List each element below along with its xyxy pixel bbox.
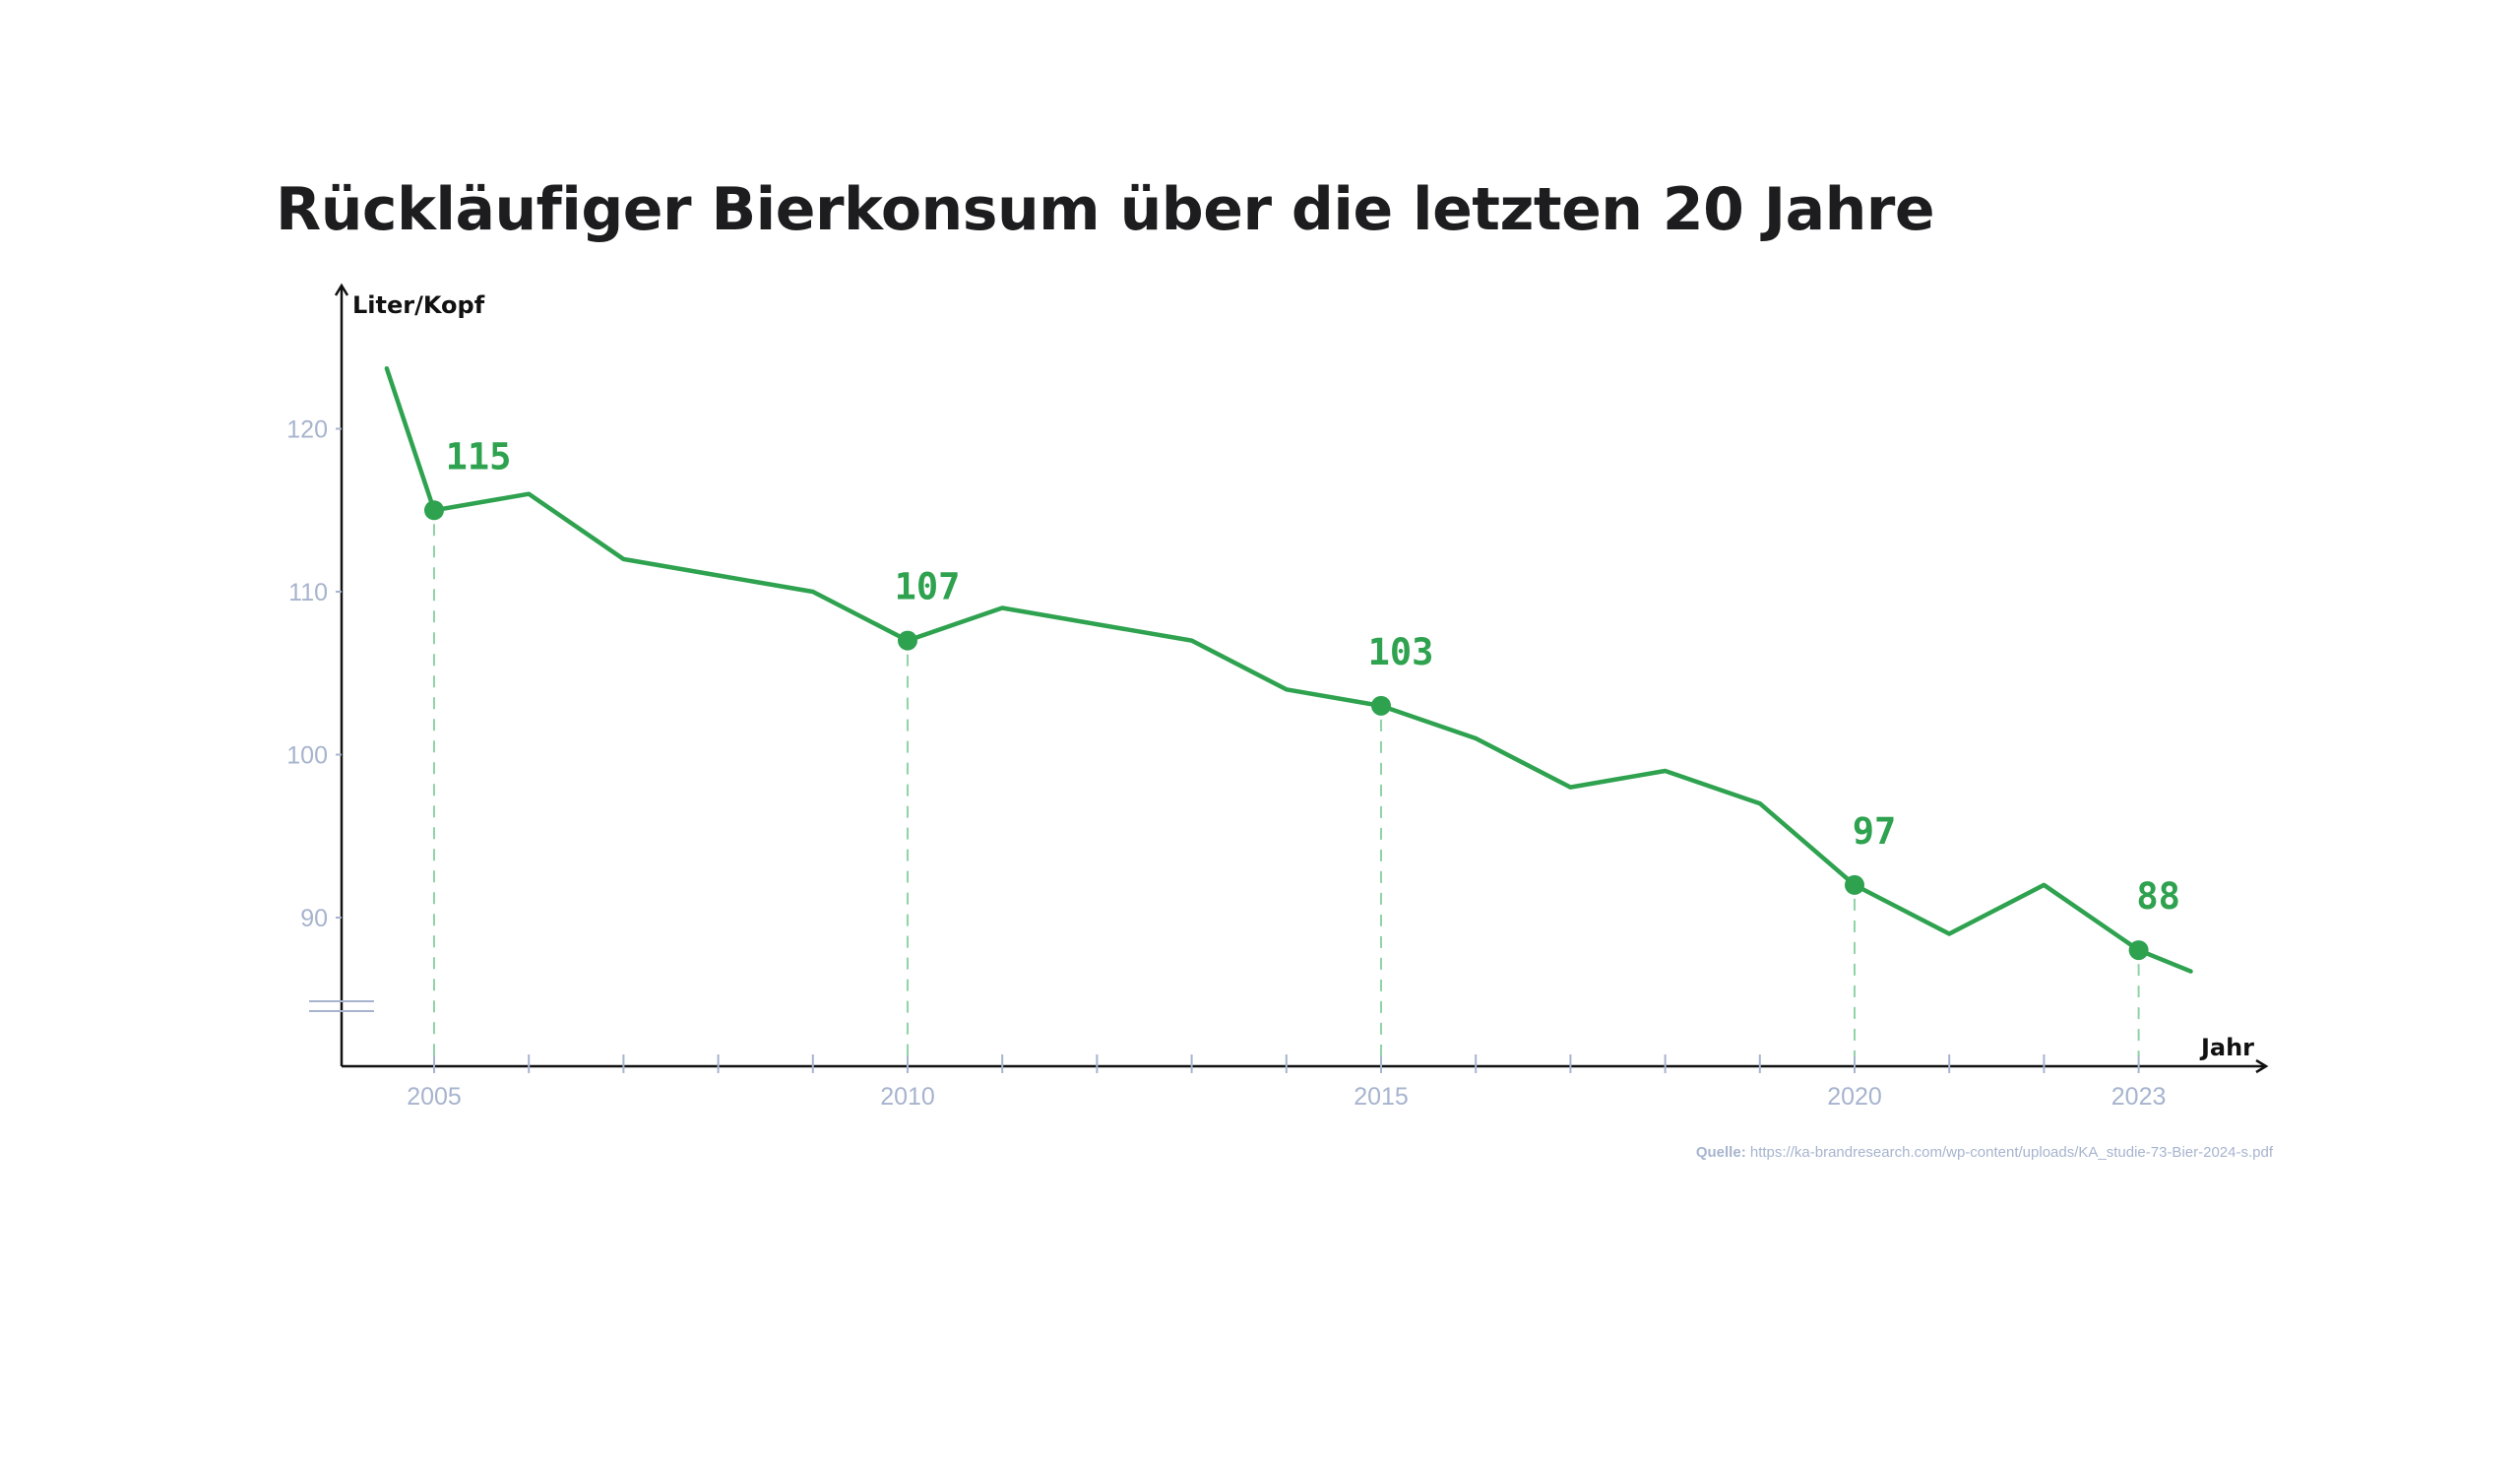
ticks: 90 100 110 120 2005 2010 2015 2020 2023 (286, 416, 2166, 1112)
data-point (424, 500, 444, 521)
y-tick-label: 110 (288, 579, 328, 606)
guide-lines (433, 524, 2140, 1056)
data-point (1845, 874, 1864, 895)
series-line (384, 366, 2193, 974)
y-tick-label: 120 (286, 416, 328, 444)
markers (424, 500, 2149, 961)
axes: Liter/Kopf Jahr (309, 283, 2269, 1074)
x-tick-label: 2023 (2111, 1083, 2167, 1111)
data-label: 107 (895, 566, 961, 608)
source-url[interactable]: https://ka-brandresearch.com/wp-content/… (1749, 1144, 2273, 1161)
y-axis-title: Liter/Kopf (352, 291, 485, 319)
source-prefix: Quelle: (1695, 1144, 1746, 1161)
data-point (1371, 695, 1391, 716)
source-note: Quelle: https://ka-brandresearch.com/wp-… (1696, 1144, 2273, 1161)
x-axis-title: Jahr (2199, 1034, 2254, 1061)
data-point (898, 630, 917, 651)
data-point (2128, 940, 2149, 961)
x-axis-arrow (2255, 1058, 2269, 1074)
x-tick-label: 2005 (407, 1083, 462, 1111)
x-tick-label: 2010 (880, 1083, 935, 1111)
chart-title: Rückläufiger Bierkonsum über die letzten… (276, 175, 1935, 244)
y-axis-arrow (334, 283, 349, 296)
data-label: 97 (1853, 810, 1897, 853)
data-label: 115 (446, 435, 512, 477)
series (384, 366, 2193, 974)
data-label: 88 (2136, 875, 2180, 918)
labels: 115 107 103 97 88 (446, 435, 2180, 918)
y-tick-label: 100 (286, 742, 328, 770)
y-tick-label: 90 (300, 905, 328, 932)
x-tick-label: 2015 (1354, 1083, 1409, 1111)
data-label: 103 (1368, 631, 1434, 673)
x-tick-label: 2020 (1827, 1083, 1882, 1111)
